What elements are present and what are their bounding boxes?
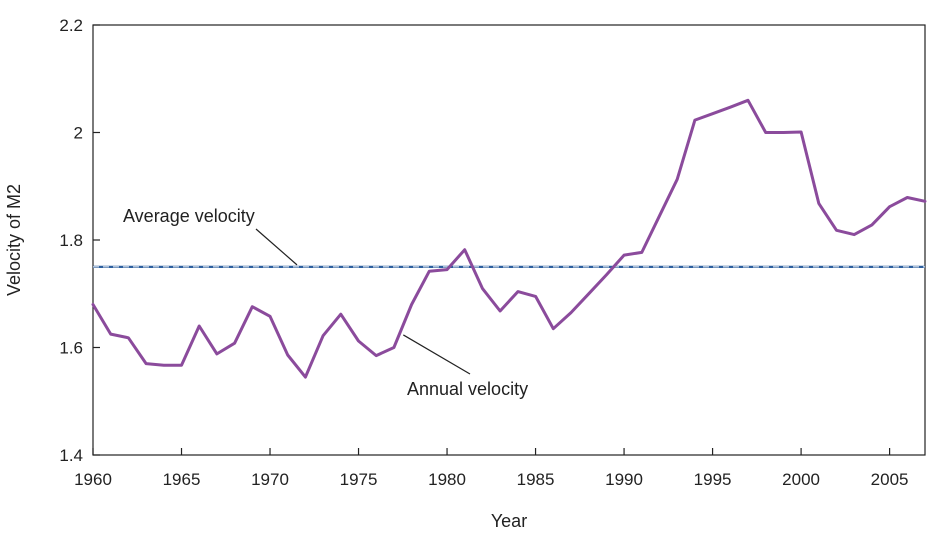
annual-velocity-label: Annual velocity: [407, 379, 528, 399]
x-tick-label: 1965: [163, 470, 201, 489]
x-tick-label: 2000: [782, 470, 820, 489]
x-tick-label: 1970: [251, 470, 289, 489]
x-tick-label: 1985: [517, 470, 555, 489]
x-tick-label: 1975: [340, 470, 378, 489]
y-tick-label: 2: [74, 124, 83, 143]
x-axis-title: Year: [491, 511, 527, 531]
y-tick-label: 1.4: [59, 446, 83, 465]
annual-velocity-leader: [403, 334, 471, 375]
annual-velocity-line: [91, 98, 927, 379]
x-tick-label: 1960: [74, 470, 112, 489]
y-tick-label: 1.8: [59, 231, 83, 250]
x-tick-label: 1990: [605, 470, 643, 489]
y-tick-label: 2.2: [59, 16, 83, 35]
average-velocity-label: Average velocity: [123, 206, 255, 226]
average-velocity-leader: [255, 228, 298, 266]
y-axis-title: Velocity of M2: [4, 184, 24, 296]
x-tick-label: 1980: [428, 470, 466, 489]
y-tick-label: 1.6: [59, 339, 83, 358]
x-tick-label: 1995: [694, 470, 732, 489]
x-tick-label: 2005: [871, 470, 909, 489]
